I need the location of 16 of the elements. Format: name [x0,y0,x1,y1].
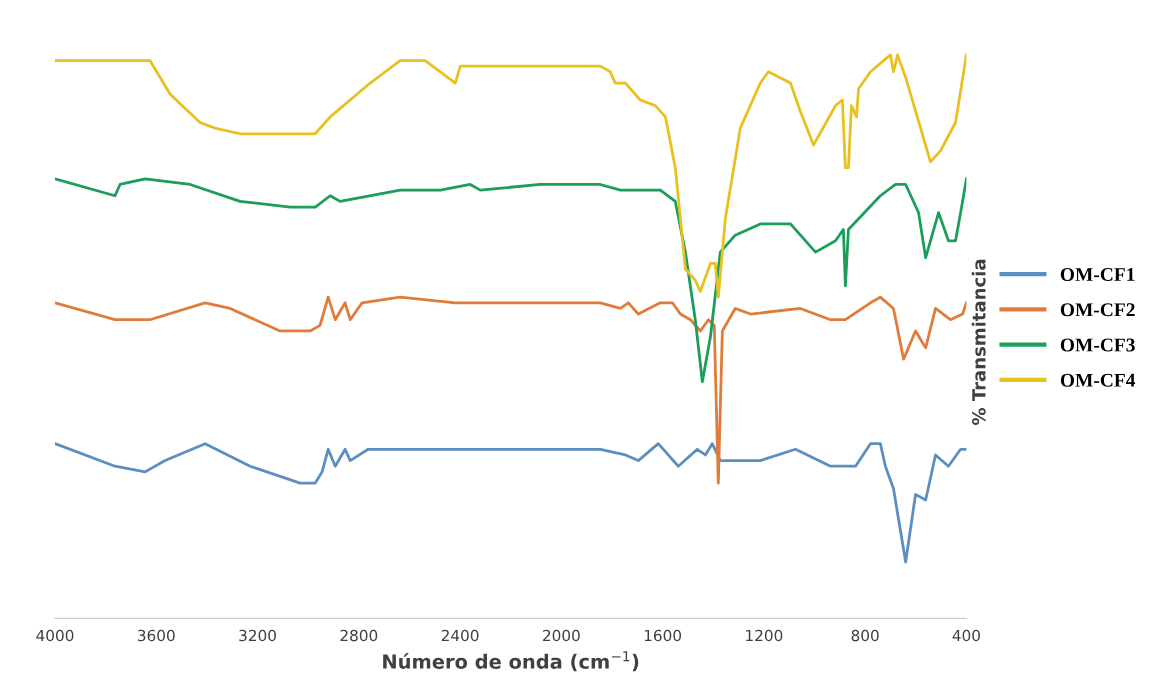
y-axis-title: % Transmitancia [971,259,986,425]
x-tick-label: 4000 [36,629,74,642]
legend-label: OM-CF2 [1060,303,1135,317]
x-tick-label: 400 [952,629,980,642]
x-tick-label: 2800 [340,629,378,642]
legend-label: OM-CF4 [1060,373,1136,387]
x-tick-label: 2400 [441,629,479,642]
x-tick-label: 800 [851,629,879,642]
x-tick-label: 1200 [746,629,783,642]
x-tick-label: 1600 [644,629,682,642]
x-tick-label: 3600 [137,629,175,642]
x-tick-label: 2000 [543,629,580,642]
legend-label: OM-CF1 [1060,267,1135,282]
legend-label: OM-CF3 [1060,338,1135,352]
x-axis-title: Número de onda (cm$^{−1}$) [383,651,639,672]
x-tick-label: 3200 [239,629,276,642]
